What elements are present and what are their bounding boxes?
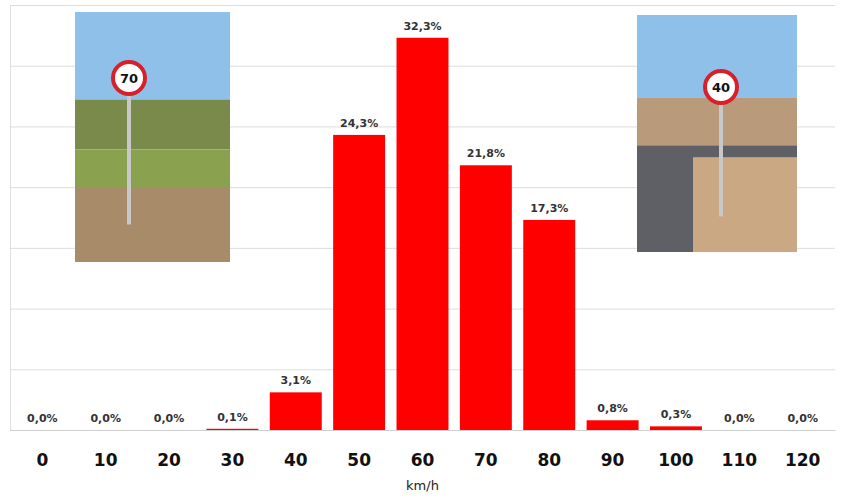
bar xyxy=(333,135,385,430)
x-tick: 20 xyxy=(157,430,181,470)
y-axis-line xyxy=(11,6,836,431)
data-label: 32,3% xyxy=(403,20,441,33)
sky xyxy=(75,12,230,100)
data-labels: 0,0% 0,0% 0,0% 0,1% 3,1% 24,3% 32,3% 21,8% 17,3%… xyxy=(27,20,818,425)
x-tick-label: 20 xyxy=(157,450,181,470)
x-tick: 110 xyxy=(722,430,758,470)
soil xyxy=(75,187,230,262)
x-tick-label: 40 xyxy=(284,450,308,470)
x-tick-label: 100 xyxy=(658,450,694,470)
bars xyxy=(206,38,702,430)
sign-text: 70 xyxy=(120,71,138,86)
data-label: 0,0% xyxy=(154,412,185,425)
data-label: 24,3% xyxy=(340,117,378,130)
sky xyxy=(637,15,797,98)
y-axis xyxy=(10,6,835,431)
y-tick xyxy=(10,430,835,431)
x-tick: 50 xyxy=(347,430,371,470)
data-label: 0,3% xyxy=(661,408,692,421)
data-label: 0,0% xyxy=(787,412,818,425)
x-tick-label: 60 xyxy=(411,450,435,470)
x-axis: 0 10 20 30 40 50 60 70 80 90 100 110 120 xyxy=(11,430,836,470)
bar xyxy=(80,430,132,431)
background xyxy=(637,98,797,145)
bar xyxy=(206,429,258,430)
x-tick-label: 90 xyxy=(601,450,625,470)
bar xyxy=(587,420,639,430)
bar xyxy=(397,38,449,430)
bar xyxy=(270,392,322,430)
x-tick: 120 xyxy=(785,430,821,470)
sidewalk xyxy=(693,157,797,252)
x-tick-label: 10 xyxy=(94,450,118,470)
background xyxy=(75,100,230,150)
photo-inset: 40 xyxy=(637,15,797,252)
data-label: 17,3% xyxy=(530,202,568,215)
data-label: 0,0% xyxy=(90,412,121,425)
x-tick: 70 xyxy=(474,430,498,470)
chart: 70 40 0,0% 0,0% 0,0% 0,1% 3,1% 24,3% 32,3% 21,8% 1… xyxy=(0,0,842,499)
x-tick: 30 xyxy=(221,430,245,470)
x-axis-title: km/h xyxy=(406,478,439,493)
data-label: 0,8% xyxy=(597,402,628,415)
sign-text: 40 xyxy=(712,80,730,95)
data-label: 0,1% xyxy=(217,411,248,424)
data-label: 0,0% xyxy=(724,412,755,425)
x-tick-label: 0 xyxy=(36,450,48,470)
x-tick: 0 xyxy=(36,430,48,470)
data-label: 21,8% xyxy=(467,147,505,160)
x-axis-line xyxy=(11,430,836,431)
bar xyxy=(523,220,575,430)
x-tick-label: 70 xyxy=(474,450,498,470)
ground xyxy=(75,150,230,263)
x-tick-label: 50 xyxy=(347,450,371,470)
bar xyxy=(713,430,765,431)
x-tick: 80 xyxy=(537,430,561,470)
data-label: 0,0% xyxy=(27,412,58,425)
sign-pole xyxy=(719,87,723,216)
bar xyxy=(143,430,195,431)
grid-line xyxy=(10,5,835,6)
x-tick: 40 xyxy=(284,430,308,470)
x-tick: 90 xyxy=(601,430,625,470)
grid-line xyxy=(10,430,835,431)
x-tick: 60 xyxy=(411,430,435,470)
x-tick: 100 xyxy=(658,430,694,470)
x-tick-label: 110 xyxy=(722,450,758,470)
sign-pole xyxy=(127,78,131,225)
speed-sign xyxy=(113,62,145,94)
bar xyxy=(650,426,702,430)
ground xyxy=(637,145,797,252)
bar xyxy=(460,165,512,430)
x-tick: 10 xyxy=(94,430,118,470)
bar xyxy=(777,430,829,431)
bar xyxy=(16,430,68,431)
x-tick-label: 120 xyxy=(785,450,821,470)
x-tick-label: 30 xyxy=(221,450,245,470)
data-label: 3,1% xyxy=(281,374,312,387)
y-tick xyxy=(10,5,835,6)
photo-inset: 70 xyxy=(75,12,230,262)
x-tick-label: 80 xyxy=(537,450,561,470)
speed-sign xyxy=(705,71,737,103)
